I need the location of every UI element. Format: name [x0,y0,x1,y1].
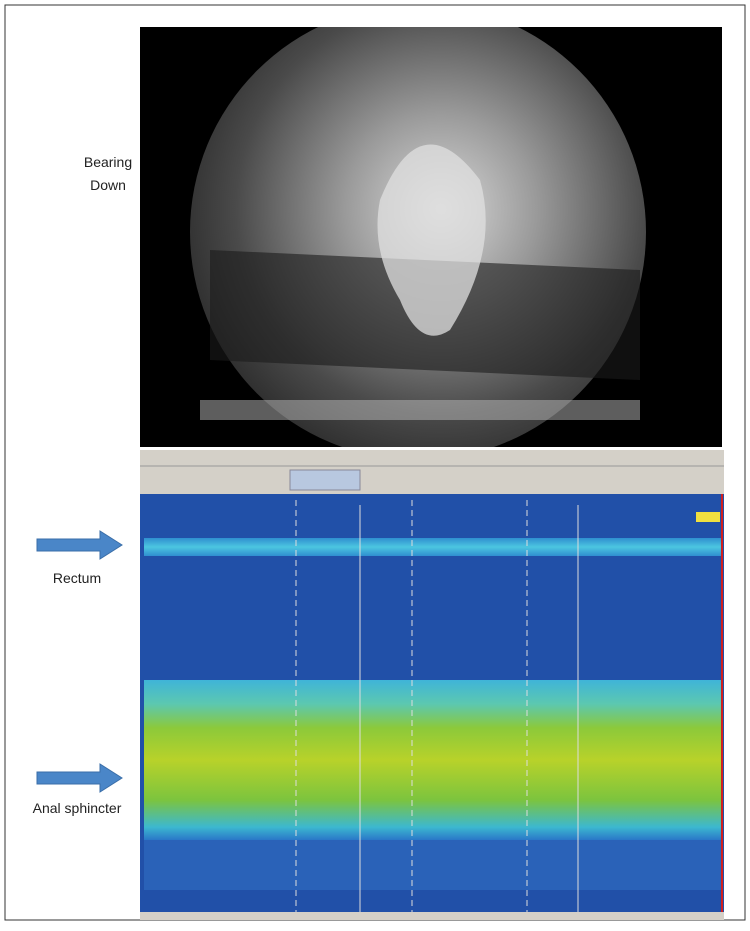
sphincter-arrow [36,763,123,793]
label: Bearing [84,154,132,170]
xray-image [190,27,646,447]
rectum-arrow [36,530,123,560]
toolbar [140,450,724,494]
label: Down [90,177,126,193]
label: Anal sphincter [33,800,122,816]
rectum-band [144,538,722,556]
label: Rectum [53,570,101,586]
sphincter-band [144,680,722,840]
markers [295,500,579,912]
